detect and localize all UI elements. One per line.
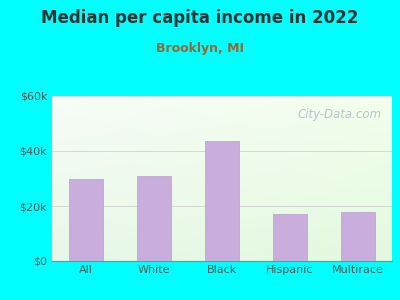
Bar <box>69 178 103 261</box>
Bar <box>273 214 307 261</box>
Bar <box>137 176 171 261</box>
Text: Brooklyn, MI: Brooklyn, MI <box>156 42 244 55</box>
Bar <box>341 212 375 261</box>
Text: City-Data.com: City-Data.com <box>298 107 382 121</box>
Text: Median per capita income in 2022: Median per capita income in 2022 <box>41 9 359 27</box>
Bar <box>205 141 239 261</box>
